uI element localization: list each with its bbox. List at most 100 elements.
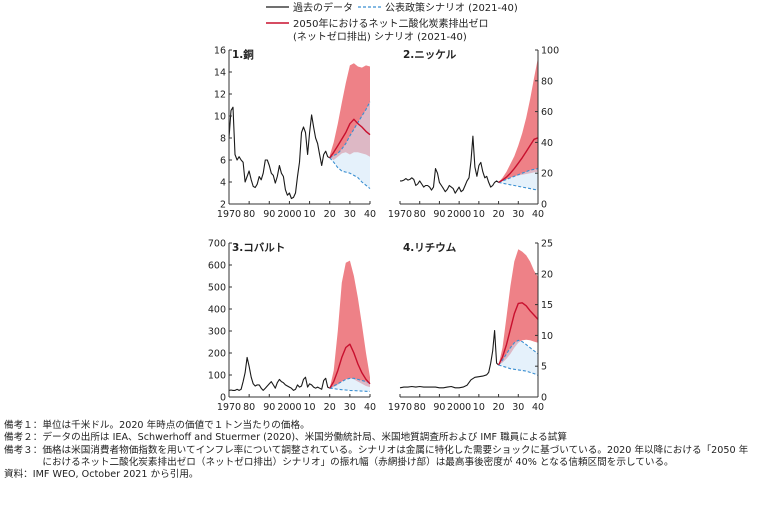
y-tick-label: 10: [541, 331, 553, 342]
steps-line-lower: [498, 364, 539, 376]
x-tick-label: 20: [324, 402, 336, 413]
steps-range: [498, 340, 538, 376]
panel-title-nickel: 2.ニッケル: [403, 49, 457, 61]
historical-line: [400, 135, 499, 194]
x-tick-label: 30: [512, 402, 524, 413]
x-tick-label: 2000: [447, 402, 471, 413]
x-tick-label: 10: [304, 402, 316, 413]
note-label: 備考１：: [4, 420, 43, 431]
y-tick-label: 500: [208, 283, 226, 294]
y-tick-label: 100: [208, 371, 226, 382]
legend-netzero-label-2: (ネットゼロ排出) シナリオ (2021-40): [293, 30, 467, 43]
netzero-line: [498, 137, 539, 184]
steps-range: [329, 101, 370, 189]
y-tick-label: 0: [541, 200, 547, 211]
y-tick-label: 8: [220, 134, 226, 145]
x-tick-label: 80: [243, 402, 255, 413]
legend-steps-label: 公表政策シナリオ (2021-40): [385, 1, 518, 14]
note-label: 備考３：: [4, 444, 43, 456]
x-tick-label: 30: [512, 209, 524, 220]
x-tick-label: 40: [364, 402, 376, 413]
note-row: 備考１： 単位は千米ドル。2020 年時点の価値で１トン当たりの価格。: [4, 420, 756, 432]
x-tick-label: 80: [243, 209, 255, 220]
steps-line-upper: [498, 168, 539, 183]
note-row: 備考３： 価格は米国消費者物価指数を用いてインフレ率について調整されている。シナ…: [4, 445, 756, 470]
y-tick-label: 600: [208, 261, 226, 272]
y-tick-label: 16: [214, 46, 226, 57]
steps-range: [498, 168, 538, 191]
note-text: 単位は千米ドル。2020 年時点の価値で１トン当たりの価格。: [42, 420, 310, 431]
historical-line: [399, 329, 499, 389]
x-tick-label: 2000: [277, 209, 301, 220]
panel-cobalt: 3.コバルト: [232, 242, 285, 254]
x-tick-label: 90: [263, 209, 275, 220]
historical-line: [228, 356, 330, 391]
netzero-line: [329, 343, 371, 389]
x-tick-label: 2000: [277, 402, 301, 413]
x-tick-label: 20: [324, 209, 336, 220]
y-tick-label: 10: [214, 112, 226, 123]
y-tick-label: 400: [208, 305, 226, 316]
panel-title-lithium: 4.リチウム: [403, 242, 457, 254]
x-tick-label: 90: [433, 402, 445, 413]
x-tick-label: 10: [304, 209, 316, 220]
x-tick-label: 40: [532, 209, 544, 220]
note-label: 備考２：: [4, 432, 43, 444]
x-tick-label: 30: [344, 402, 356, 413]
y-tick-label: 25: [541, 239, 553, 250]
y-tick-label: 12: [214, 90, 226, 101]
legend-netzero-label-1: 2050年におけるネット二酸化炭素排出ゼロ: [293, 17, 488, 30]
panel-copper: 1.銅: [232, 48, 254, 61]
y-tick-label: 4: [220, 178, 226, 189]
x-tick-label: 1970: [217, 402, 241, 413]
y-tick-label: 300: [208, 327, 226, 338]
x-tick-label: 80: [414, 402, 426, 413]
panel-title-cobalt: 3.コバルト: [232, 242, 285, 254]
plot-cobalt: 0 100 200 300 400 500 600 700 1970 80 90 2000 10 20 30…: [208, 239, 376, 414]
note-text: IMF WEO, October 2021 から引用。: [32, 469, 199, 481]
y-tick-label: 200: [208, 349, 226, 360]
panel-nickel: 2.ニッケル: [403, 49, 457, 61]
y-tick-label: 40: [541, 138, 553, 149]
x-tick-label: 80: [414, 209, 426, 220]
x-tick-label: 20: [493, 209, 505, 220]
steps-line-upper: [498, 339, 539, 366]
panel-title-copper: 1.銅: [232, 48, 254, 61]
panel-lithium: 4.リチウム: [403, 242, 457, 254]
x-tick-label: 20: [493, 402, 505, 413]
x-tick-label: 40: [532, 402, 544, 413]
x-tick-label: 1970: [388, 402, 412, 413]
y-tick-label: 20: [541, 269, 553, 280]
x-tick-label: 2000: [447, 209, 471, 220]
x-tick-label: 90: [433, 209, 445, 220]
chart-svg: 過去のデータ 公表政策シナリオ (2021-40) 2050年におけるネット二酸…: [208, 1, 559, 414]
steps-range: [329, 378, 370, 392]
x-tick-label: 10: [473, 209, 485, 220]
steps-line-lower: [329, 387, 371, 393]
x-tick-label: 1970: [217, 209, 241, 220]
legend-historical-label: 過去のデータ: [293, 1, 353, 14]
y-tick-label: 14: [214, 68, 226, 79]
y-tick-label: 6: [220, 156, 226, 167]
y-tick-label: 0: [220, 393, 226, 404]
y-tick-label: 15: [541, 300, 553, 311]
confidence-band: [498, 57, 538, 183]
steps-line-upper: [329, 377, 371, 389]
historical-line: [228, 106, 330, 200]
y-tick-label: 20: [541, 169, 553, 180]
notes: 備考１： 単位は千米ドル。2020 年時点の価値で１トン当たりの価格。 備考２：…: [4, 420, 756, 481]
steps-line-lower: [329, 157, 371, 190]
note-row: 資料： IMF WEO, October 2021 から引用。: [4, 469, 756, 481]
note-row: 備考２： データの出所は IEA、Schwerhoff and Stuermer…: [4, 432, 756, 444]
y-tick-label: 100: [541, 46, 559, 57]
y-tick-label: 0: [541, 393, 547, 404]
x-tick-label: 10: [473, 402, 485, 413]
y-tick-label: 700: [208, 239, 226, 250]
x-tick-label: 40: [364, 209, 376, 220]
x-tick-label: 90: [263, 402, 275, 413]
steps-line-lower: [498, 181, 539, 191]
note-label: 資料：: [4, 469, 33, 481]
